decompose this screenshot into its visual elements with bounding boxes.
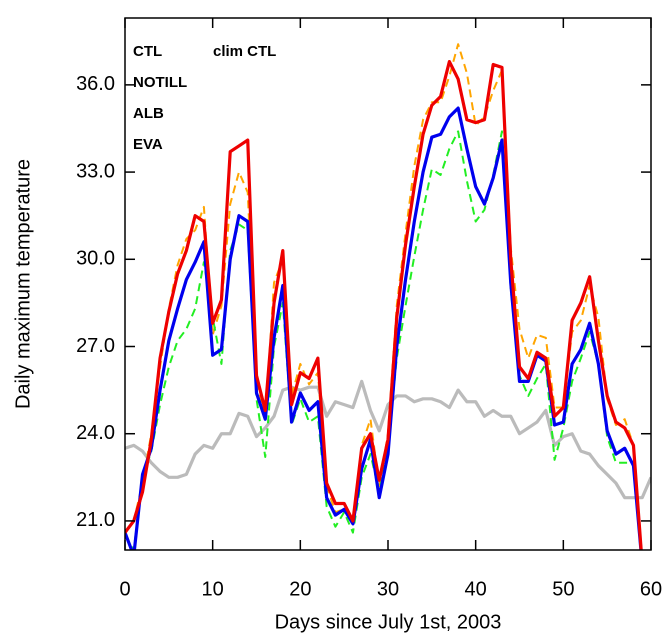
y-tick-label: 21.0 [76,509,115,531]
series-line [125,379,651,500]
series-line [125,106,643,550]
y-tick-label: 30.0 [76,248,115,270]
x-tick-label: 10 [202,578,224,600]
y-axis-title: Daily maximum temperature [12,159,34,409]
legend-label: EVA [133,136,163,153]
legend-label: NOTILL [133,74,187,91]
x-tick-label: 40 [465,578,487,600]
plot-area [125,43,651,550]
y-tick-label: 33.0 [76,160,115,182]
x-tick-label: 20 [289,578,311,600]
y-tick-label: 27.0 [76,335,115,357]
x-axis-title: Days since July 1st, 2003 [275,611,502,633]
legend-label: ALB [133,105,164,122]
x-tick-label: 30 [377,578,399,600]
legend-label: CTL [133,43,162,60]
x-tick-label: 60 [640,578,662,600]
x-tick-label: 50 [552,578,574,600]
series-line [125,60,643,550]
y-tick-label: 36.0 [76,73,115,95]
plot-frame [124,17,652,551]
y-tick-label: 24.0 [76,422,115,444]
legend-label: clim CTL [213,43,276,60]
x-tick-label: 0 [119,578,130,600]
series-line [125,130,642,550]
series-line [125,43,643,550]
